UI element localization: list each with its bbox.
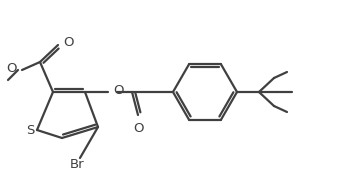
Text: Br: Br [70,159,84,171]
Text: O: O [6,63,17,75]
Text: O: O [134,122,144,135]
Text: O: O [113,84,123,98]
Text: O: O [63,36,73,50]
Text: S: S [26,123,34,137]
